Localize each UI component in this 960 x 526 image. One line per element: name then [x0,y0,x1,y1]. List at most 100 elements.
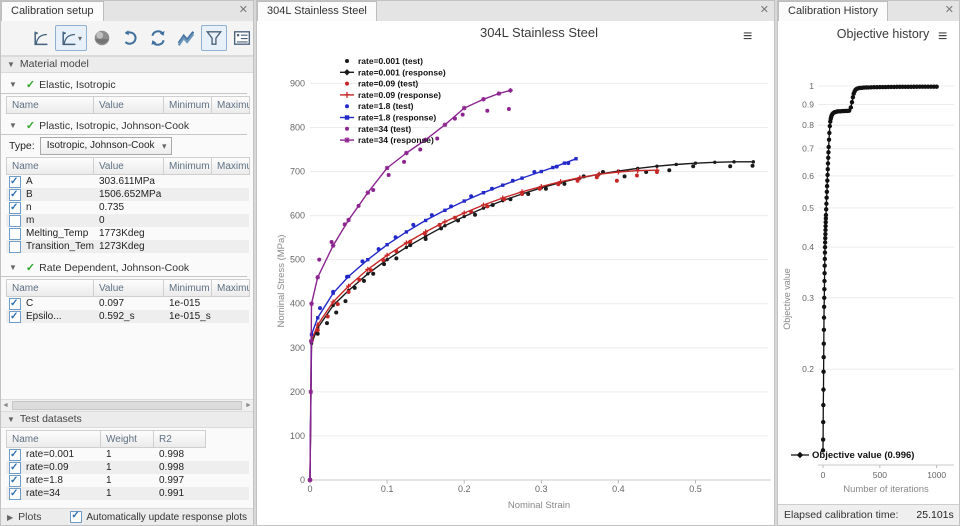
legend: rate=0.001 (test)rate=0.001 (response) ra… [340,56,446,145]
undo-icon[interactable] [117,25,143,51]
y-tick-label: 0.2 [802,364,814,374]
scroll-left-icon[interactable]: ◄ [2,402,9,409]
y-tick-label: 0.7 [802,144,814,154]
column-header-minimum[interactable]: Minimum [164,96,212,114]
column-header-value[interactable]: Value [94,96,164,114]
section-test-datasets[interactable]: ▼ Test datasets [1,412,253,428]
cell-value: 0 [99,215,105,226]
column-header-r2[interactable]: R2 [154,430,206,448]
section-plots[interactable]: ▶ Plots Automatically update response pl… [1,508,253,525]
section-label: Material model [19,58,89,70]
tab-304l-stainless-steel[interactable]: 304L Stainless Steel [257,1,377,21]
tab-calibration-history[interactable]: Calibration History [778,1,888,21]
y-tick-label: 0.4 [802,242,814,252]
auto-update-checkbox[interactable] [70,510,83,523]
table-row[interactable]: rate=1.8 1 0.997 [6,474,249,487]
column-header-name[interactable]: Name [6,157,94,175]
table-row[interactable]: Transition_Temp 1273Kdeg [6,240,249,253]
table-row[interactable]: Epsilo... 0.592_s 1e-015_s [6,310,249,323]
row-checkbox[interactable] [9,240,21,253]
tab-calibration-setup[interactable]: Calibration setup [1,1,104,21]
cell-value: 0.592_s [99,311,135,322]
column-header-minimum[interactable]: Minimum [164,157,212,175]
y-tick-label: 0.5 [802,203,814,213]
table-row[interactable]: A 303.611MPa [6,175,249,188]
close-icon[interactable]: ✕ [944,4,954,16]
table-row[interactable]: Melting_Temp 1773Kdeg [6,227,249,240]
left-tabbar: Calibration setup ✕ [1,1,253,22]
filter-icon[interactable] [201,25,227,51]
group-elastic[interactable]: ▼ ✓ Elastic, Isotropic [1,77,247,94]
cell-name: rate=0.001 [26,449,75,460]
table-row[interactable]: C 0.097 1e-015 [6,297,249,310]
column-header-value[interactable]: Value [94,157,164,175]
table-row[interactable]: rate=0.001 1 0.998 [6,448,249,461]
section-material-model[interactable]: ▼ Material model [1,56,253,73]
valid-check-icon: ✓ [25,262,36,274]
group-plastic[interactable]: ▼ ✓ Plastic, Isotropic, Johnson-Cook [1,118,247,135]
table-row[interactable]: B 1506.652MPa [6,188,249,201]
x-axis-label: Nominal Strain [508,500,570,511]
table-row[interactable]: n 0.735 [6,201,249,214]
row-checkbox[interactable] [9,448,21,461]
legend: Objective value (0.996) [791,450,914,461]
table-row[interactable]: rate=34 1 0.991 [6,487,249,500]
row-checkbox[interactable] [9,461,21,474]
close-icon[interactable]: ✕ [238,4,248,16]
scroll-right-icon[interactable]: ► [245,402,252,409]
close-icon[interactable]: ✕ [759,4,769,16]
column-header-maximum[interactable]: Maximum [212,157,250,175]
column-header-name[interactable]: Name [6,279,94,297]
row-checkbox[interactable] [9,474,21,487]
x-tick-label: 0 [821,470,826,480]
row-checkbox[interactable] [9,297,21,310]
row-checkbox[interactable] [9,310,21,323]
row-checkbox[interactable] [9,201,21,214]
cell-name: C [26,298,34,309]
valid-check-icon: ✓ [25,120,36,132]
column-header-maximum[interactable]: Maximum [212,96,250,114]
scroll-thumb[interactable] [12,401,242,410]
status-bar: Elapsed calibration time: 25.101s [778,504,959,525]
material-sphere-icon[interactable] [89,25,115,51]
calibration-history-panel: Calibration History ✕ ≡ 0 500 1000 1 0.9 0.8 0… [777,0,960,526]
type-label: Type: [9,140,35,152]
group-rate[interactable]: ▼ ✓ Rate Dependent, Johnson-Cook [1,260,247,277]
row-checkbox[interactable] [9,487,21,500]
chart-menu-icon[interactable]: ≡ [938,28,948,45]
legend-label: rate=0.09 (response) [358,90,441,100]
row-checkbox[interactable] [9,188,21,201]
row-checkbox[interactable] [9,214,21,227]
x-tick-label: 0.2 [458,484,471,494]
row-checkbox[interactable] [9,227,21,240]
column-header-name[interactable]: Name [6,96,94,114]
legend-label: rate=34 (test) [358,124,411,134]
properties-icon[interactable] [229,25,255,51]
calibration-setup-panel: Calibration setup ✕ ▾ ▼ Material model ▼… [0,0,277,526]
recalibrate-icon[interactable] [145,25,171,51]
horizontal-scrollbar[interactable]: ◄ ► [1,399,253,412]
legend-label: rate=34 (response) [358,135,434,145]
cell-name: B [26,189,33,200]
column-header-value[interactable]: Value [94,279,164,297]
row-checkbox[interactable] [9,175,21,188]
stress-strain-menu-icon[interactable]: ▾ [55,25,87,51]
chart-title: 304L Stainless Steel [480,25,598,40]
series-icon[interactable] [173,25,199,51]
column-header-name[interactable]: Name [6,430,101,448]
x-tick-label: 0.5 [689,484,702,494]
cell-r2: 0.997 [159,475,185,486]
column-header-minimum[interactable]: Minimum [164,279,212,297]
column-header-weight[interactable]: Weight [101,430,154,448]
chart-menu-icon[interactable]: ≡ [743,28,753,45]
cell-value: 1506.652MPa [99,189,162,200]
type-select[interactable]: Isotropic, Johnson-Cook [39,137,172,155]
valid-check-icon: ✓ [25,79,36,91]
table-row[interactable]: rate=0.09 1 0.998 [6,461,249,474]
stress-strain-chart: 0 0.1 0.2 0.3 0.4 0.5 0 100 200 300 400 500 600 700 80… [257,21,774,525]
series-rate=0.001-response- [308,160,756,482]
stress-strain-icon[interactable] [27,25,53,51]
cell-value: 303.611MPa [99,176,155,187]
column-header-maximum[interactable]: Maximum [212,279,250,297]
